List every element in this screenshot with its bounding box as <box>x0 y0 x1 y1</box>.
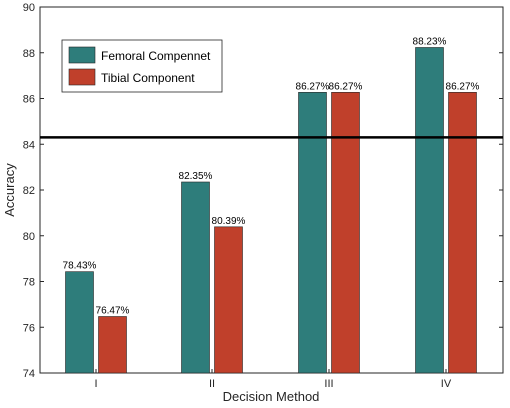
x-tick-label: II <box>209 378 215 390</box>
data-label-tibial-IV: 86.27% <box>446 81 480 92</box>
data-label-tibial-II: 80.39% <box>212 216 246 227</box>
bar-tibial-I <box>98 316 127 374</box>
legend: Femoral Compennet Tibial Component <box>61 39 223 93</box>
y-tick-label: 76 <box>23 322 35 334</box>
y-tick-label: 90 <box>23 2 35 14</box>
legend-swatch-tibial <box>68 68 96 86</box>
y-tick-label: 86 <box>23 94 35 106</box>
bars-layer <box>65 47 477 374</box>
data-labels-layer: 78.43%76.47%82.35%80.39%86.27% 86.27%88.2… <box>63 36 480 316</box>
y-tick-label: 88 <box>23 48 35 60</box>
bar-femoral-I <box>65 271 94 374</box>
bar-tibial-II <box>214 226 243 374</box>
x-tick-label: IV <box>441 378 452 390</box>
bar-femoral-III <box>298 92 327 374</box>
y-axis: 74 76 78 80 82 84 86 88 90 <box>23 2 503 380</box>
legend-swatch-femoral <box>68 46 96 64</box>
data-label-femoral-II: 82.35% <box>179 171 213 182</box>
data-label-femoral-I: 78.43% <box>63 261 97 272</box>
data-label-femoral-IV: 88.23% <box>413 36 447 47</box>
y-tick-label: 78 <box>23 277 35 289</box>
x-tick-label: III <box>324 378 333 390</box>
data-label-tibial-III: 86.27% <box>329 81 363 92</box>
x-axis: I II III IV <box>94 369 452 390</box>
legend-label-femoral: Femoral Compennet <box>101 49 211 63</box>
bar-tibial-III <box>331 92 360 374</box>
y-tick-label: 80 <box>23 231 35 243</box>
data-label-tibial-I: 76.47% <box>96 305 130 316</box>
legend-label-tibial: Tibial Component <box>101 71 195 85</box>
x-tick-label: I <box>94 378 97 390</box>
data-label-femoral-III: 86.27% <box>296 81 330 92</box>
y-axis-title: Accuracy <box>2 163 17 217</box>
y-tick-label: 82 <box>23 185 35 197</box>
y-tick-label: 74 <box>23 368 35 380</box>
y-tick-label: 84 <box>23 139 35 151</box>
bar-femoral-IV <box>415 47 444 374</box>
x-axis-title: Decision Method <box>223 389 320 404</box>
bar-femoral-II <box>181 181 210 374</box>
bar-tibial-IV <box>448 92 477 374</box>
